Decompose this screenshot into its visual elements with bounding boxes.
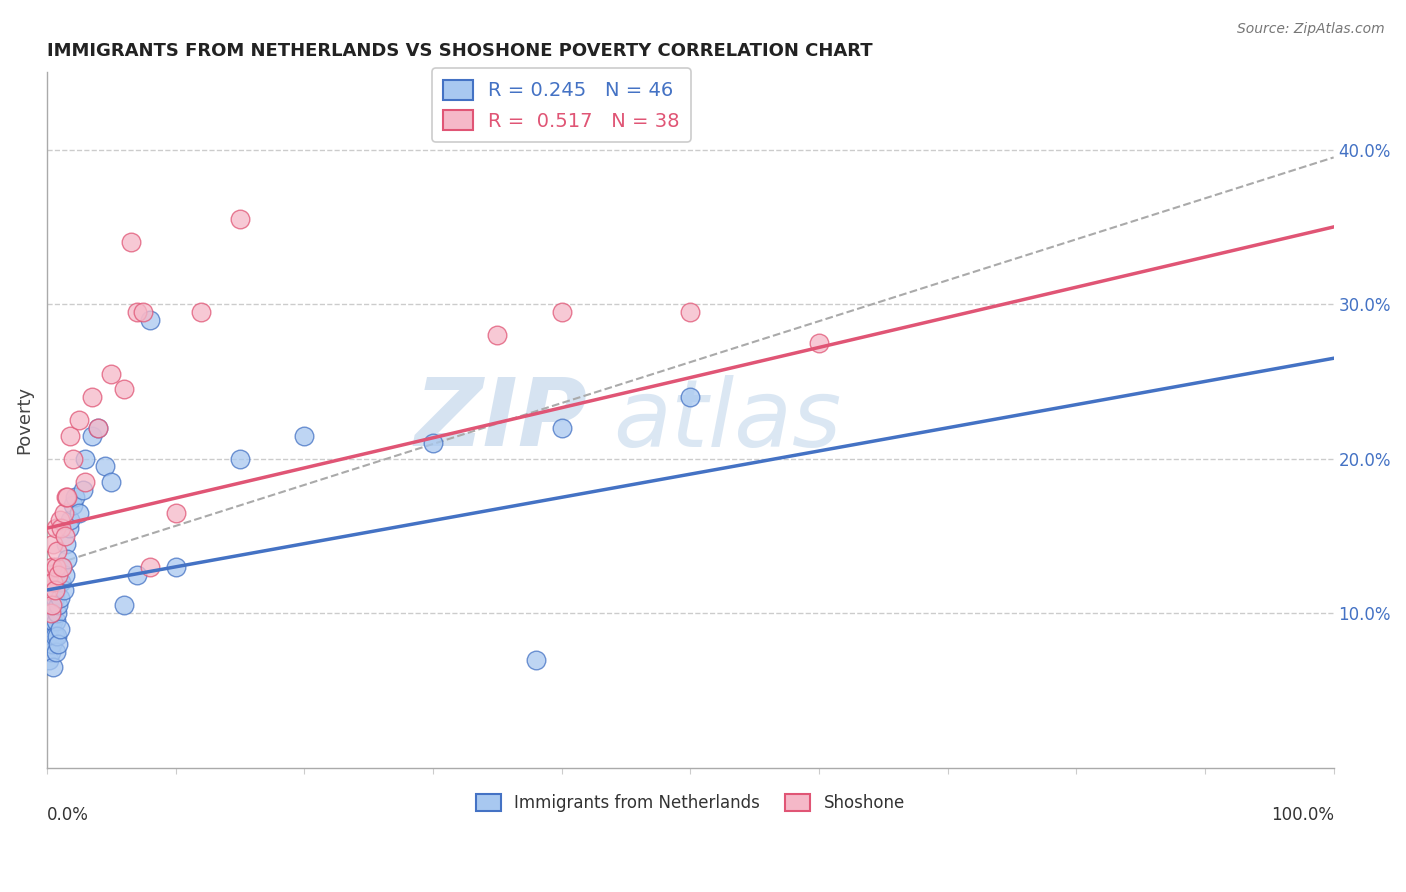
Point <box>229 451 252 466</box>
Point <box>37 582 59 597</box>
Point <box>48 599 70 613</box>
Point <box>807 335 830 350</box>
Point <box>165 506 187 520</box>
Point <box>49 575 72 590</box>
Point <box>51 559 73 574</box>
Y-axis label: Poverty: Poverty <box>15 386 32 454</box>
Point <box>120 235 142 250</box>
Point <box>46 544 69 558</box>
Point <box>80 428 103 442</box>
Point <box>112 382 135 396</box>
Point <box>38 652 60 666</box>
Point <box>44 629 66 643</box>
Point <box>486 328 509 343</box>
Point <box>55 536 77 550</box>
Text: ZIP: ZIP <box>415 374 588 466</box>
Point <box>72 483 94 497</box>
Point <box>679 305 702 319</box>
Point <box>44 582 66 597</box>
Point <box>56 552 79 566</box>
Point <box>80 390 103 404</box>
Point <box>45 559 67 574</box>
Point <box>112 599 135 613</box>
Point <box>38 567 60 582</box>
Point <box>58 521 80 535</box>
Point <box>49 514 72 528</box>
Text: 100.0%: 100.0% <box>1271 806 1334 824</box>
Point <box>550 305 572 319</box>
Point <box>165 559 187 574</box>
Point <box>52 506 75 520</box>
Point <box>229 212 252 227</box>
Point <box>45 614 67 628</box>
Point <box>75 475 97 489</box>
Point <box>41 606 63 620</box>
Point <box>100 367 122 381</box>
Point <box>53 529 76 543</box>
Point <box>42 575 65 590</box>
Point <box>39 614 62 628</box>
Point <box>63 491 86 505</box>
Point <box>56 491 79 505</box>
Point <box>48 637 70 651</box>
Point <box>62 451 84 466</box>
Point <box>62 498 84 512</box>
Point <box>39 645 62 659</box>
Point <box>550 421 572 435</box>
Point <box>132 305 155 319</box>
Point <box>45 521 67 535</box>
Point <box>524 652 547 666</box>
Point <box>41 599 63 613</box>
Point <box>87 421 110 435</box>
Text: IMMIGRANTS FROM NETHERLANDS VS SHOSHONE POVERTY CORRELATION CHART: IMMIGRANTS FROM NETHERLANDS VS SHOSHONE … <box>46 42 873 60</box>
Point <box>49 521 72 535</box>
Point <box>42 614 65 628</box>
Text: atlas: atlas <box>613 375 841 466</box>
Point <box>139 559 162 574</box>
Point <box>100 475 122 489</box>
Point <box>94 459 117 474</box>
Point <box>87 421 110 435</box>
Point <box>41 559 63 574</box>
Point <box>75 451 97 466</box>
Point <box>42 536 65 550</box>
Legend: Immigrants from Netherlands, Shoshone: Immigrants from Netherlands, Shoshone <box>470 787 911 819</box>
Point <box>46 629 69 643</box>
Point <box>125 567 148 582</box>
Point <box>55 491 77 505</box>
Point <box>41 637 63 651</box>
Point <box>67 506 90 520</box>
Point <box>59 514 82 528</box>
Text: 0.0%: 0.0% <box>46 806 89 824</box>
Point <box>53 567 76 582</box>
Point <box>46 606 69 620</box>
Point <box>139 312 162 326</box>
Point <box>422 436 444 450</box>
Point <box>37 629 59 643</box>
Point <box>44 591 66 605</box>
Point <box>125 305 148 319</box>
Point <box>292 428 315 442</box>
Point <box>49 591 72 605</box>
Point <box>39 606 62 620</box>
Point <box>190 305 212 319</box>
Point <box>51 559 73 574</box>
Point <box>45 645 67 659</box>
Point <box>49 622 72 636</box>
Text: Source: ZipAtlas.com: Source: ZipAtlas.com <box>1237 22 1385 37</box>
Point <box>59 428 82 442</box>
Point <box>679 390 702 404</box>
Point <box>48 567 70 582</box>
Point <box>52 582 75 597</box>
Point <box>38 622 60 636</box>
Point <box>42 660 65 674</box>
Point <box>67 413 90 427</box>
